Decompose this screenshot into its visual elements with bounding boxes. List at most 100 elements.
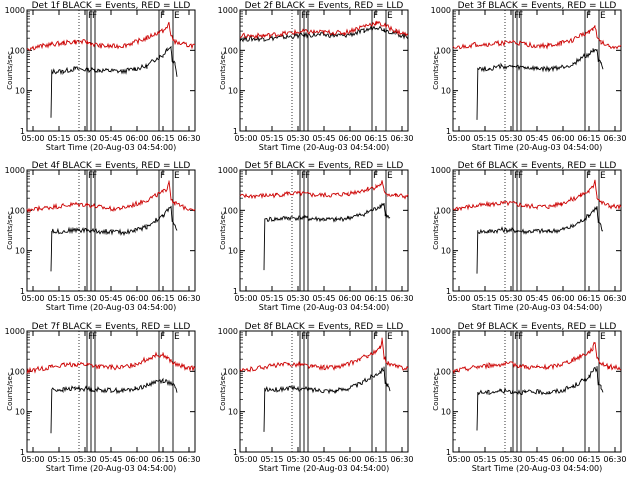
y-tick-label: 10 bbox=[228, 87, 238, 96]
y-tick-label: 1 bbox=[20, 287, 25, 296]
plot-frame bbox=[239, 9, 409, 132]
x-tick-label: 06:30 bbox=[390, 134, 413, 143]
x-tick-label: 06:00 bbox=[338, 455, 361, 464]
series-events bbox=[50, 377, 178, 434]
x-tick-label: 06:15 bbox=[151, 134, 174, 143]
x-axis-label: Start Time (20-Aug-03 04:54:00) bbox=[472, 303, 603, 312]
event-marker-f: F bbox=[514, 171, 519, 181]
series-events bbox=[263, 366, 391, 432]
y-tick-label: 1000 bbox=[218, 6, 238, 15]
x-tick-label: 05:15 bbox=[47, 455, 70, 464]
x-axis-label: Start Time (20-Aug-03 04:54:00) bbox=[259, 143, 390, 152]
y-tick-label: 1 bbox=[446, 127, 451, 136]
event-marker-f: F bbox=[92, 11, 97, 21]
y-axis-label: Counts/sec bbox=[432, 372, 440, 411]
x-tick-label: 06:15 bbox=[151, 455, 174, 464]
x-tick-label: 05:15 bbox=[473, 294, 496, 303]
y-tick-label: 1000 bbox=[5, 327, 25, 336]
y-tick-label: 1 bbox=[20, 127, 25, 136]
event-marker-f: F bbox=[514, 332, 519, 342]
x-tick-label: 05:30 bbox=[286, 455, 309, 464]
y-axis-label: Counts/sec bbox=[6, 211, 14, 250]
y-tick-label: 1 bbox=[233, 127, 238, 136]
x-tick-label: 06:30 bbox=[177, 455, 200, 464]
x-tick-label: 06:30 bbox=[603, 134, 626, 143]
y-tick-label: 100 bbox=[10, 206, 25, 215]
event-marker-f: F bbox=[301, 11, 306, 21]
y-tick-label: 1 bbox=[446, 448, 451, 457]
y-axis-label: Counts/sec bbox=[432, 51, 440, 90]
y-tick-label: 10 bbox=[228, 408, 238, 417]
series-lld bbox=[26, 180, 196, 213]
panel-title: Det 8f BLACK = Events, RED = LLD bbox=[245, 322, 404, 332]
y-tick-label: 10 bbox=[441, 247, 451, 256]
x-tick-label: 06:00 bbox=[338, 134, 361, 143]
y-tick-label: 100 bbox=[223, 46, 238, 55]
event-marker-e: E bbox=[600, 11, 606, 21]
event-marker-f: F bbox=[160, 171, 165, 181]
y-tick-label: 100 bbox=[436, 206, 451, 215]
x-tick-label: 06:30 bbox=[603, 294, 626, 303]
panel-title: Det 2f BLACK = Events, RED = LLD bbox=[245, 1, 404, 11]
event-marker-f: F bbox=[301, 332, 306, 342]
x-tick-label: 06:00 bbox=[125, 455, 148, 464]
x-axis-label: Start Time (20-Aug-03 04:54:00) bbox=[259, 303, 390, 312]
y-tick-label: 1000 bbox=[5, 6, 25, 15]
series-lld bbox=[239, 337, 409, 373]
x-tick-label: 06:15 bbox=[577, 455, 600, 464]
x-tick-label: 05:45 bbox=[312, 455, 335, 464]
x-tick-label: 06:00 bbox=[551, 134, 574, 143]
x-tick-label: 06:00 bbox=[125, 294, 148, 303]
x-axis-label: Start Time (20-Aug-03 04:54:00) bbox=[472, 464, 603, 473]
x-tick-label: 06:30 bbox=[390, 294, 413, 303]
x-tick-label: 05:15 bbox=[260, 294, 283, 303]
panel-title: Det 7f BLACK = Events, RED = LLD bbox=[32, 322, 191, 332]
x-tick-label: 05:30 bbox=[286, 134, 309, 143]
panel-det-2f: Det 2f BLACK = Events, RED = LLD 1 10 100 10… bbox=[218, 1, 414, 152]
panel-det-4f: Det 4f BLACK = Events, RED = LLD 1 10 100 10… bbox=[5, 161, 201, 312]
x-tick-label: 05:45 bbox=[525, 455, 548, 464]
x-tick-label: 05:45 bbox=[99, 455, 122, 464]
x-tick-label: 05:30 bbox=[499, 455, 522, 464]
event-marker-e: E bbox=[387, 11, 393, 21]
y-axis-label: Counts/sec bbox=[219, 211, 227, 250]
y-tick-label: 100 bbox=[436, 46, 451, 55]
series-lld bbox=[452, 25, 622, 50]
x-tick-label: 06:30 bbox=[390, 455, 413, 464]
x-tick-label: 06:15 bbox=[577, 294, 600, 303]
y-tick-label: 1000 bbox=[218, 166, 238, 175]
series-events bbox=[476, 48, 604, 120]
x-tick-label: 05:15 bbox=[47, 134, 70, 143]
x-tick-label: 05:15 bbox=[473, 134, 496, 143]
series-events bbox=[476, 366, 604, 431]
x-tick-label: 05:00 bbox=[234, 134, 257, 143]
panel-title: Det 3f BLACK = Events, RED = LLD bbox=[458, 1, 617, 11]
x-tick-label: 06:15 bbox=[151, 294, 174, 303]
y-tick-label: 1 bbox=[233, 287, 238, 296]
y-tick-label: 100 bbox=[10, 46, 25, 55]
panel-title: Det 6f BLACK = Events, RED = LLD bbox=[458, 161, 617, 171]
event-marker-f: F bbox=[586, 171, 591, 181]
x-tick-label: 05:30 bbox=[73, 134, 96, 143]
x-tick-label: 05:45 bbox=[99, 134, 122, 143]
event-marker-f: F bbox=[305, 332, 310, 342]
y-tick-label: 1000 bbox=[431, 6, 451, 15]
x-tick-label: 06:30 bbox=[603, 455, 626, 464]
event-marker-e: E bbox=[174, 11, 180, 21]
x-tick-label: 05:00 bbox=[447, 294, 470, 303]
plot-frame bbox=[239, 169, 409, 292]
y-axis-label: Counts/sec bbox=[432, 211, 440, 250]
event-marker-f: F bbox=[586, 11, 591, 21]
y-tick-label: 1000 bbox=[218, 327, 238, 336]
event-marker-f: F bbox=[518, 332, 523, 342]
x-tick-label: 05:15 bbox=[473, 455, 496, 464]
y-tick-label: 1 bbox=[446, 287, 451, 296]
event-marker-e: E bbox=[600, 332, 606, 342]
x-tick-label: 05:45 bbox=[312, 134, 335, 143]
x-axis-label: Start Time (20-Aug-03 04:54:00) bbox=[46, 303, 177, 312]
event-marker-e: E bbox=[174, 332, 180, 342]
x-tick-label: 05:15 bbox=[47, 294, 70, 303]
event-marker-f: F bbox=[373, 171, 378, 181]
x-tick-label: 06:30 bbox=[177, 294, 200, 303]
x-tick-label: 05:15 bbox=[260, 134, 283, 143]
